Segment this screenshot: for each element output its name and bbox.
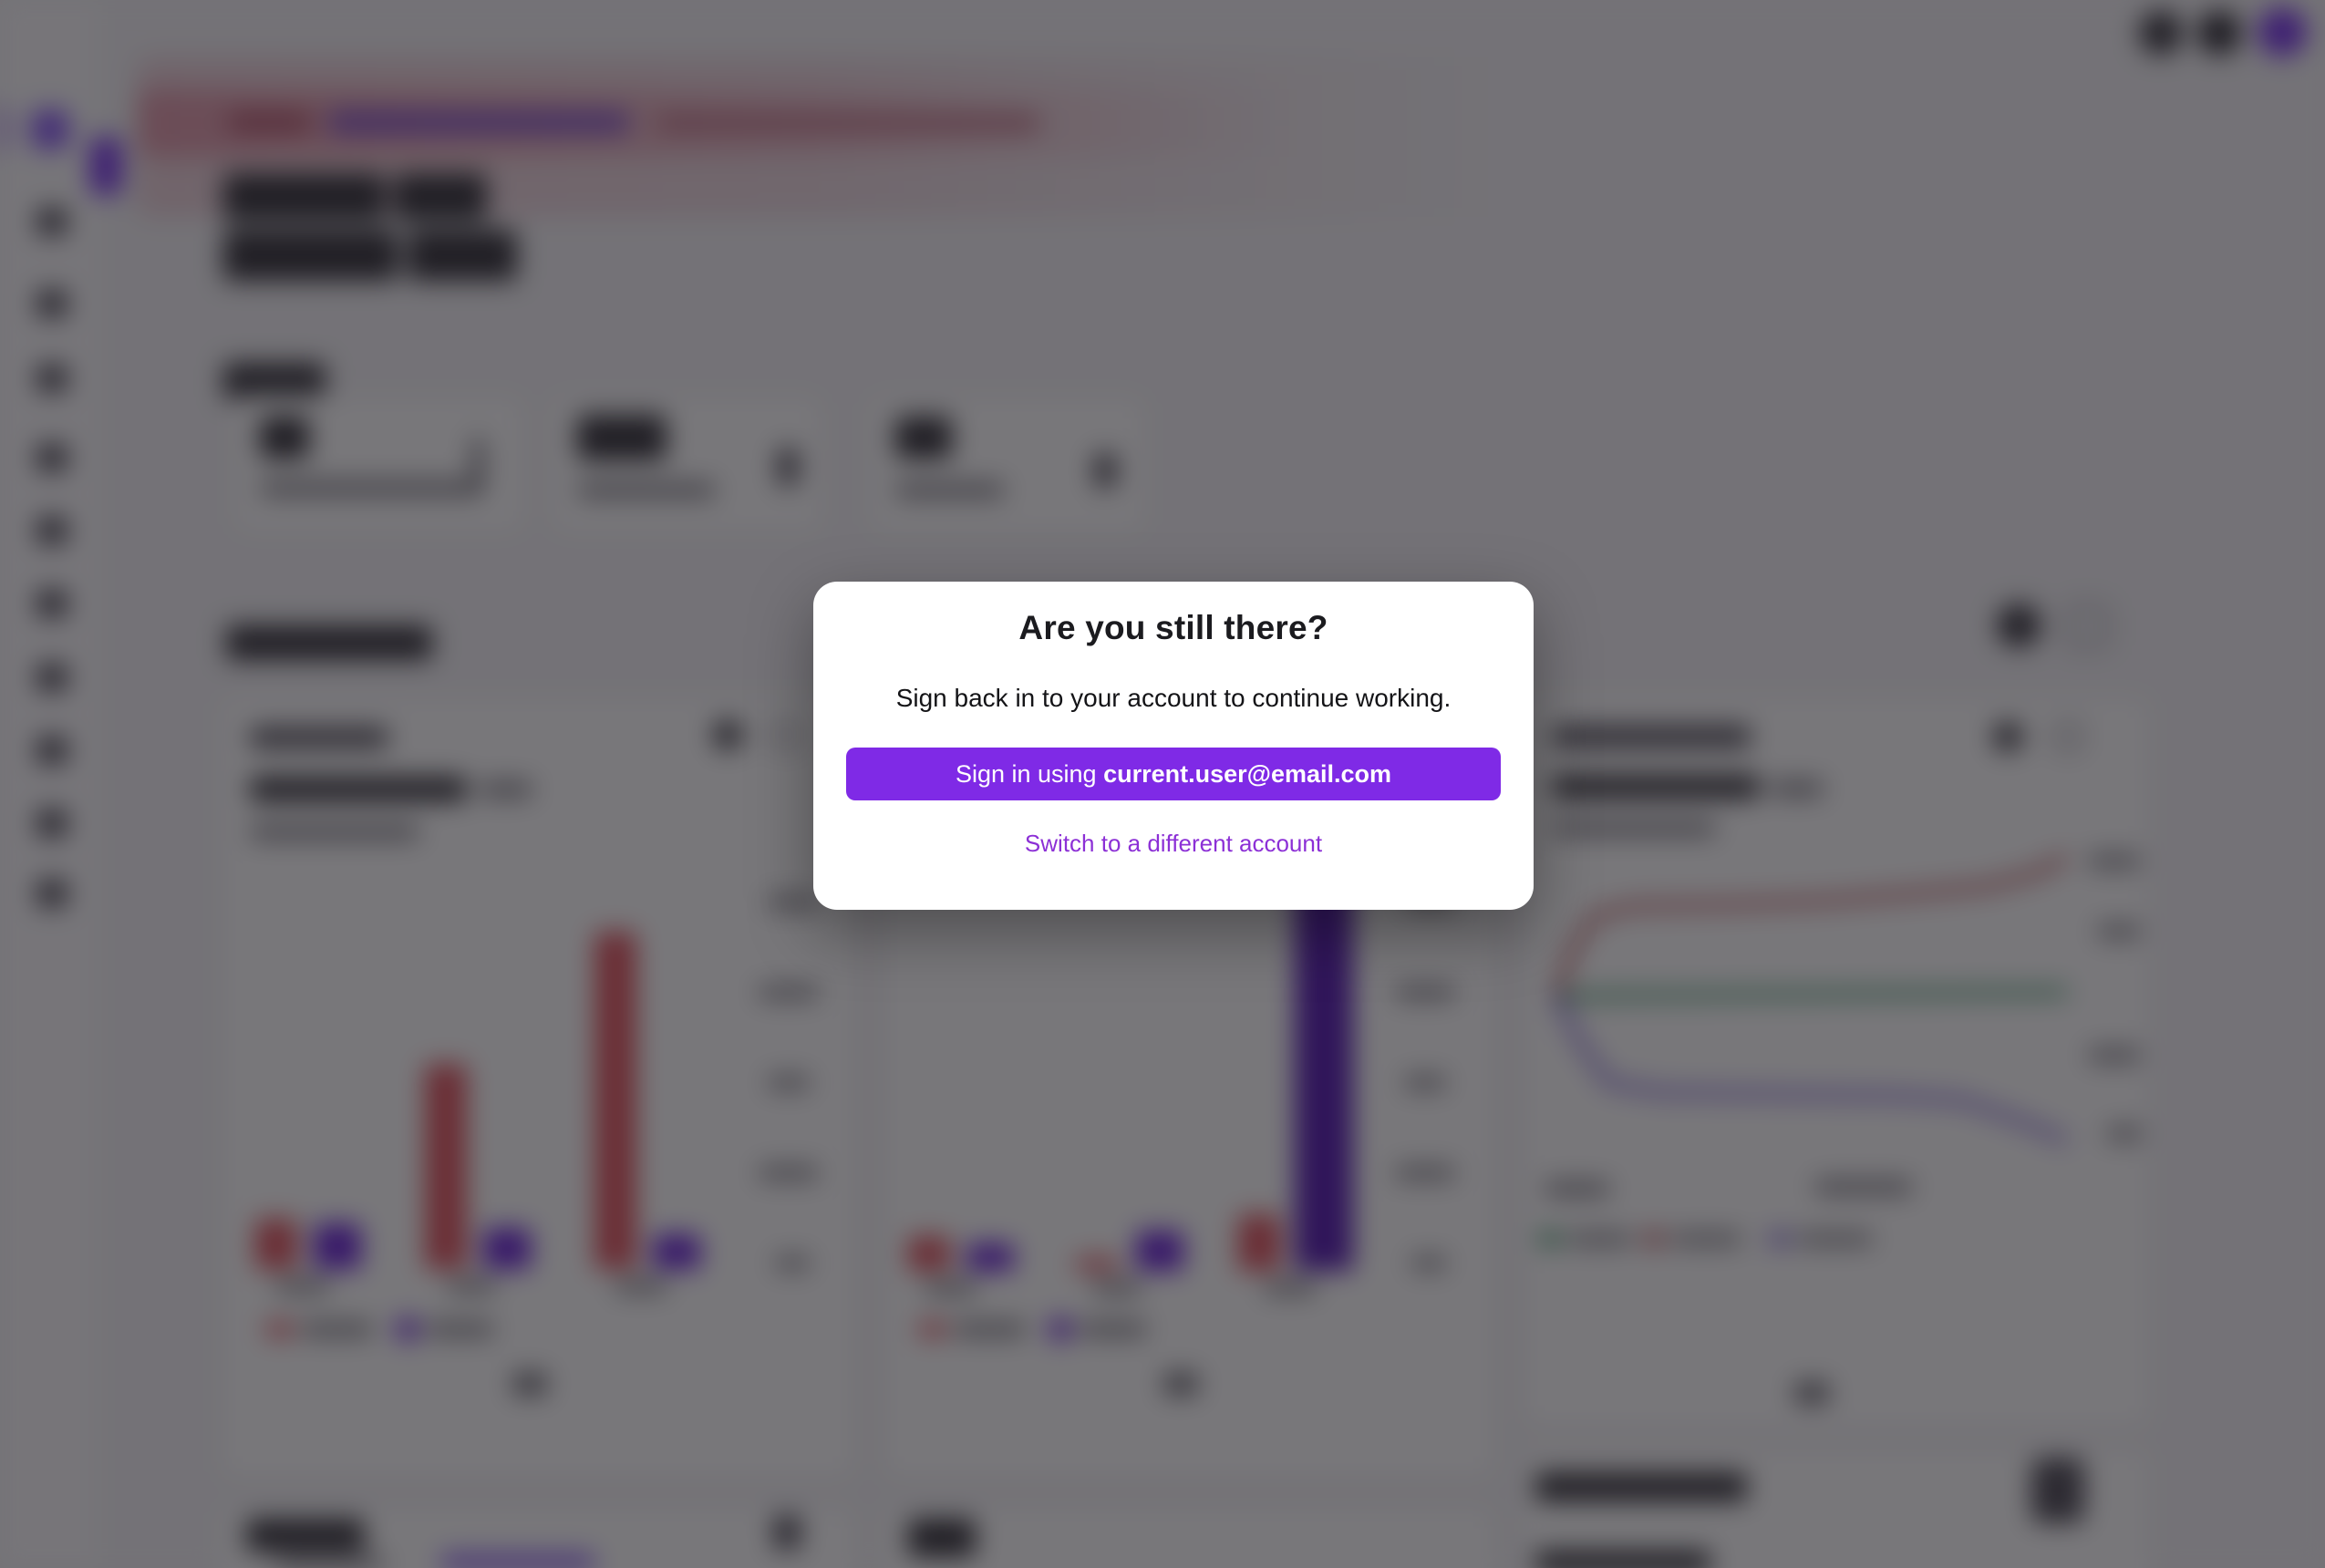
sign-in-button-email: current.user@email.com xyxy=(1103,760,1392,788)
switch-account-link[interactable]: Switch to a different account xyxy=(1024,830,1323,857)
dialog-message: Sign back in to your account to continue… xyxy=(895,684,1452,712)
sign-in-button-prefix: Sign in using xyxy=(955,760,1104,788)
session-timeout-dialog: Are you still there? Sign back in to you… xyxy=(813,582,1534,910)
dialog-title: Are you still there? xyxy=(1018,609,1328,646)
sign-in-button[interactable]: Sign in using current.user@email.com xyxy=(846,748,1501,800)
